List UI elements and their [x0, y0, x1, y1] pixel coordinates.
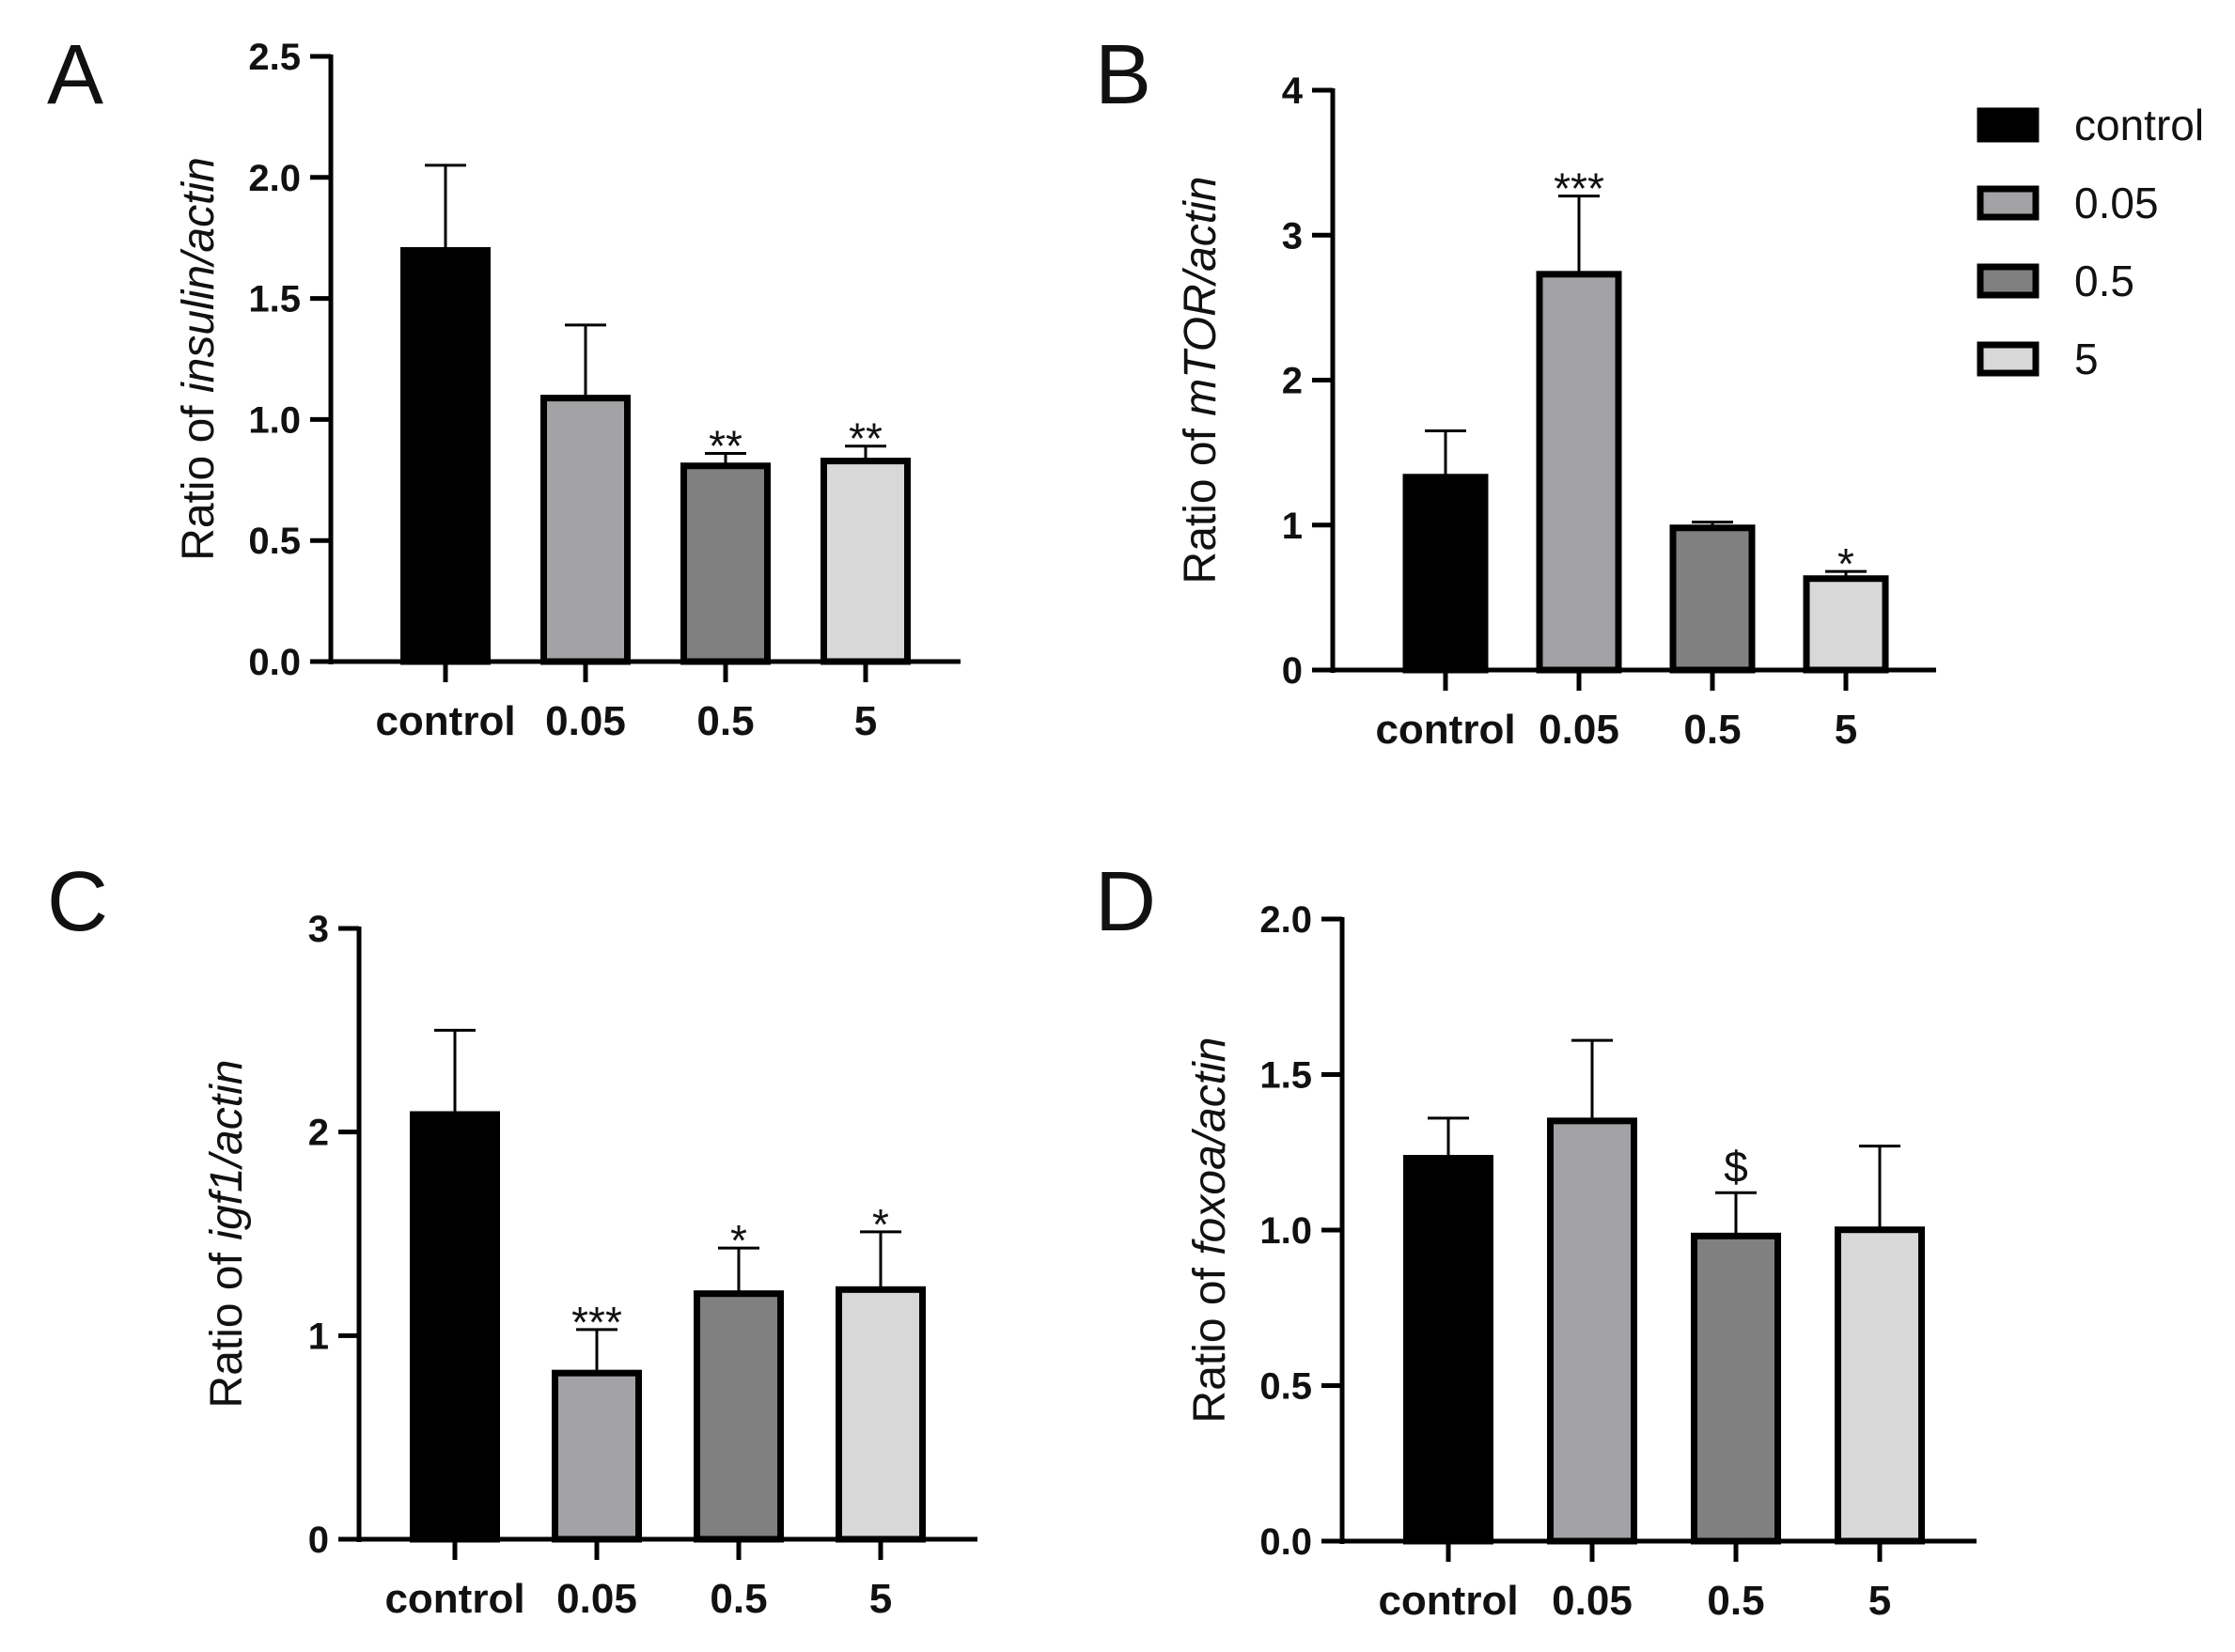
x-tick-label: 0.05	[556, 1576, 637, 1622]
x-tick-label: 0.5	[710, 1576, 767, 1622]
panel-A: A 0.0 0.5 1.0 1.5 2.0 2.5 Ratio of insulin/acti…	[47, 28, 961, 744]
legend: control 0.05 0.5 5	[1977, 101, 2204, 383]
bar	[1691, 1232, 1781, 1545]
bar	[836, 1286, 926, 1543]
bar	[1402, 474, 1489, 674]
x-tick-label: control	[375, 698, 515, 744]
bar	[410, 1111, 500, 1543]
y-tick-label: 1	[308, 1316, 329, 1357]
x-tick-label: 0.5	[1683, 707, 1741, 753]
y-tick-label: 0.5	[1259, 1366, 1312, 1408]
dollar-annotation: $	[1724, 1142, 1748, 1191]
y-tick-label: 0.0	[248, 642, 301, 683]
y-tick-label: 1.5	[248, 279, 301, 320]
legend-label: 0.5	[2074, 257, 2134, 305]
y-tick-label: 2.0	[248, 158, 301, 199]
x-tick-label: 5	[869, 1576, 892, 1622]
y-tick-label: 2.5	[248, 37, 301, 78]
y-tick-label: 0	[308, 1520, 329, 1561]
y-tick-label: 0.0	[1259, 1521, 1312, 1563]
y-tick-label: 2	[1282, 361, 1303, 402]
x-tick-label: 5	[854, 698, 877, 744]
panel-C: C 0 1 2 3 Ratio of igf1/actin control 0.05 *** 0.…	[47, 855, 977, 1622]
y-axis-title-gene: foxoa/actin	[1185, 1037, 1235, 1255]
y-axis-title: Ratio of foxoa/actin	[1185, 1037, 1235, 1424]
x-tick-label: 5	[1868, 1578, 1891, 1624]
y-axis-title-gene: igf1/actin	[202, 1060, 252, 1240]
bar	[552, 1369, 642, 1543]
y-tick-label: 2	[308, 1113, 329, 1154]
x-tick-label: control	[1375, 707, 1515, 753]
y-axis-title: Ratio of igf1/actin	[202, 1060, 252, 1409]
bar	[821, 458, 911, 665]
legend-swatch	[1977, 107, 2040, 143]
y-tick-label: 1.5	[1259, 1055, 1312, 1097]
panel-letter: A	[47, 28, 103, 122]
panel-letter: C	[47, 855, 108, 949]
bar	[540, 395, 631, 665]
panel-letter: B	[1095, 28, 1151, 122]
y-tick-label: 1.0	[1259, 1210, 1312, 1252]
legend-swatch	[1977, 341, 2040, 377]
y-axis-title: Ratio of insulin/actin	[174, 157, 224, 561]
y-tick-label: 0.5	[248, 521, 301, 562]
x-tick-label: 0.5	[1707, 1578, 1764, 1624]
significance-stars: ***	[571, 1298, 622, 1347]
y-tick-label: 0	[1282, 650, 1303, 692]
bar	[1403, 1155, 1493, 1545]
bar	[400, 247, 491, 665]
panel-D: D 0.0 0.5 1.0 1.5 2.0 Ratio of foxoa/actin cont…	[1095, 855, 1977, 1624]
bar	[1547, 1117, 1637, 1545]
panel-letter: D	[1095, 855, 1156, 949]
y-axis-title: Ratio of mTOR/actin	[1176, 177, 1226, 584]
y-axis-title-gene: insulin/actin	[174, 157, 224, 393]
y-tick-label: 2.0	[1259, 899, 1312, 941]
y-axis-title-prefix: Ratio of	[174, 393, 224, 561]
significance-stars: ***	[1554, 164, 1604, 213]
significance-stars: *	[872, 1200, 889, 1249]
legend-swatch	[1977, 263, 2040, 299]
y-tick-label: 1	[1282, 506, 1303, 547]
x-tick-label: 0.05	[1552, 1578, 1633, 1624]
y-tick-label: 3	[308, 909, 329, 950]
x-tick-label: 0.05	[1539, 707, 1619, 753]
y-axis-title-prefix: Ratio of	[1176, 416, 1226, 584]
significance-stars: *	[730, 1216, 747, 1265]
x-tick-label: 0.5	[696, 698, 754, 744]
x-tick-label: control	[1378, 1578, 1518, 1624]
x-tick-label: 5	[1835, 707, 1857, 753]
y-tick-label: 1.0	[248, 399, 301, 441]
y-axis-title-prefix: Ratio of	[1185, 1255, 1235, 1424]
legend-label: control	[2074, 101, 2204, 149]
legend-label: 0.05	[2074, 179, 2159, 227]
bar	[1835, 1226, 1925, 1545]
legend-swatch	[1977, 185, 2040, 221]
bar	[1803, 575, 1889, 674]
significance-stars: *	[1837, 539, 1854, 588]
bar	[694, 1290, 784, 1543]
legend-label: 5	[2074, 335, 2099, 383]
y-axis-title-gene: mTOR/actin	[1176, 177, 1226, 416]
bar	[1669, 524, 1756, 674]
y-tick-label: 3	[1282, 215, 1303, 257]
significance-stars: **	[849, 414, 883, 463]
y-tick-label: 4	[1282, 70, 1304, 112]
x-tick-label: control	[384, 1576, 524, 1622]
bar	[1536, 271, 1622, 674]
panel-B: B 0 1 2 3 4 Ratio of mTOR/actin control 0.05 *** 0…	[1095, 28, 1936, 753]
y-axis-title-prefix: Ratio of	[202, 1240, 252, 1409]
bar	[680, 462, 771, 665]
x-tick-label: 0.05	[545, 698, 626, 744]
significance-stars: **	[709, 421, 742, 470]
